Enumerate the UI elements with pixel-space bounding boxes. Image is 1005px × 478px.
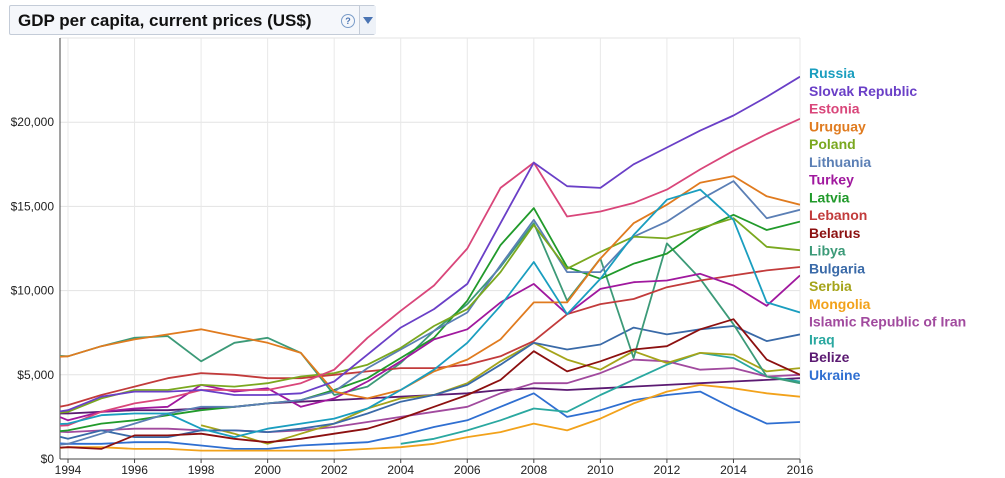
x-tick-label: 1996	[121, 463, 148, 477]
legend-label-poland[interactable]: Poland	[809, 136, 856, 152]
y-tick-label: $0	[41, 452, 55, 466]
legend-label-bulgaria[interactable]: Bulgaria	[809, 260, 865, 276]
series-line-turkey[interactable]	[35, 272, 800, 422]
x-tick-label: 2002	[321, 463, 348, 477]
series-line-russia[interactable]	[35, 188, 800, 438]
x-tick-label: 2008	[520, 463, 547, 477]
legend-label-latvia[interactable]: Latvia	[809, 189, 850, 205]
legend-label-mongolia[interactable]: Mongolia	[809, 296, 871, 312]
legend-label-ukraine[interactable]: Ukraine	[809, 367, 861, 383]
series-line-estonia[interactable]	[35, 117, 800, 427]
legend-label-iraq[interactable]: Iraq	[809, 331, 835, 347]
y-tick-label: $5,000	[17, 368, 54, 382]
question-mark-icon[interactable]: ?	[341, 14, 355, 28]
series-line-serbia[interactable]	[200, 341, 800, 445]
x-tick-label: 2000	[254, 463, 281, 477]
legend-label-lithuania[interactable]: Lithuania	[809, 154, 871, 170]
y-tick-label: $15,000	[11, 199, 55, 213]
series-line-mongolia[interactable]	[35, 384, 800, 452]
legend-label-islamic-republic-of-iran[interactable]: Islamic Republic of Iran	[809, 314, 966, 330]
legend-label-uruguay[interactable]: Uruguay	[809, 118, 866, 134]
series-line-lithuania[interactable]	[35, 180, 800, 447]
x-tick-label: 2016	[787, 463, 814, 477]
x-tick-label: 2006	[454, 463, 481, 477]
x-tick-label: 2004	[387, 463, 414, 477]
chevron-down-icon	[363, 17, 373, 24]
y-tick-label: $20,000	[11, 115, 55, 129]
x-tick-label: 1998	[188, 463, 215, 477]
legend-label-slovak-republic[interactable]: Slovak Republic	[809, 83, 917, 99]
legend-label-lebanon[interactable]: Lebanon	[809, 207, 867, 223]
legend-label-libya[interactable]: Libya	[809, 243, 846, 259]
series-line-ukraine[interactable]	[35, 390, 800, 450]
series-line-belarus[interactable]	[35, 318, 800, 450]
x-tick-label: 2012	[654, 463, 681, 477]
legend-label-serbia[interactable]: Serbia	[809, 278, 852, 294]
indicator-dropdown-button[interactable]	[359, 6, 376, 34]
series-line-latvia[interactable]	[35, 207, 800, 434]
series-lines	[35, 75, 800, 452]
series-line-iraq[interactable]	[400, 352, 800, 445]
legend-label-estonia[interactable]: Estonia	[809, 101, 860, 117]
series-line-lebanon[interactable]	[35, 266, 800, 412]
legend-label-turkey[interactable]: Turkey	[809, 172, 854, 188]
y-tick-label: $10,000	[11, 284, 55, 298]
series-line-libya[interactable]	[35, 222, 800, 396]
series-line-islamic-republic-of-iran[interactable]	[35, 358, 800, 433]
indicator-title: GDP per capita, current prices (US$)	[18, 11, 312, 30]
x-tick-label: 2014	[720, 463, 747, 477]
axes: $0 $5,000 $10,000 $15,000 $20,000 1994 1996 199…	[11, 38, 814, 477]
x-tick-label: 1994	[55, 463, 82, 477]
x-tick-label: 2010	[587, 463, 614, 477]
legend-label-belize[interactable]: Belize	[809, 349, 850, 365]
legend-label-belarus[interactable]: Belarus	[809, 225, 861, 241]
indicator-selector[interactable]: GDP per capita, current prices (US$) ?	[9, 5, 376, 35]
series-line-poland[interactable]	[35, 217, 800, 415]
series-line-slovak-republic[interactable]	[35, 75, 800, 416]
series-line-bulgaria[interactable]	[35, 325, 800, 440]
legend-label-russia[interactable]: Russia	[809, 65, 855, 81]
